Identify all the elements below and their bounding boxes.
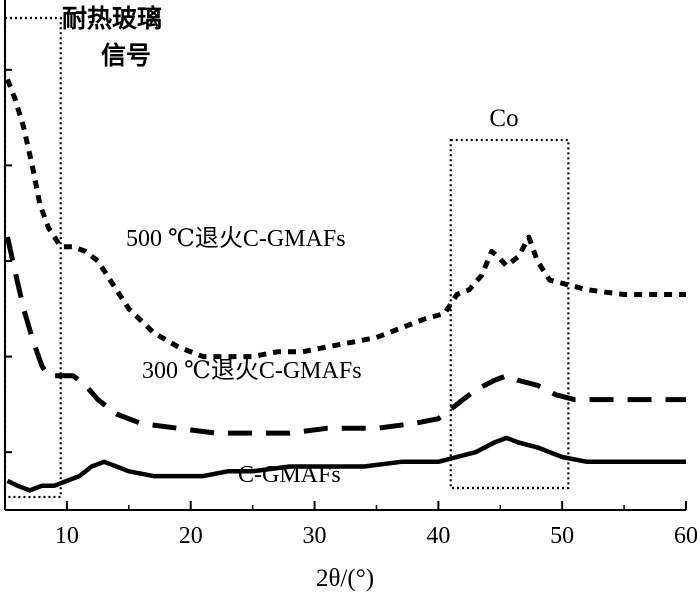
axes: 10 20 30 40 50 60 (4, 0, 698, 549)
series-line-2 (6, 435, 686, 493)
x-tick-label-10: 10 (55, 523, 79, 549)
annotation-cgmafs: C-GMAFs (238, 462, 341, 488)
highlight-boxes (3, 16, 570, 499)
x-tick-label-20: 20 (179, 523, 203, 549)
x-tick-label-30: 30 (303, 523, 327, 549)
series-group (5, 78, 686, 493)
series-line-0 (5, 78, 686, 360)
x-tick-label-50: 50 (550, 523, 574, 549)
heat-resistant-glass-region-box (3, 16, 62, 499)
annotation-co: Co (489, 105, 518, 132)
series-line-1 (5, 236, 686, 436)
annotation-glass-line1: 耐热玻璃 (62, 4, 162, 33)
annotation-500: 500 ℃退火C-GMAFs (126, 226, 346, 252)
co-region-box (449, 138, 570, 490)
x-axis-label: 2θ/(°) (316, 565, 374, 592)
x-tick-label-60: 60 (674, 523, 698, 549)
annotation-300: 300 ℃退火C-GMAFs (142, 358, 362, 384)
x-tick-label-40: 40 (426, 523, 450, 549)
annotation-glass-line2: 信号 (101, 41, 151, 70)
